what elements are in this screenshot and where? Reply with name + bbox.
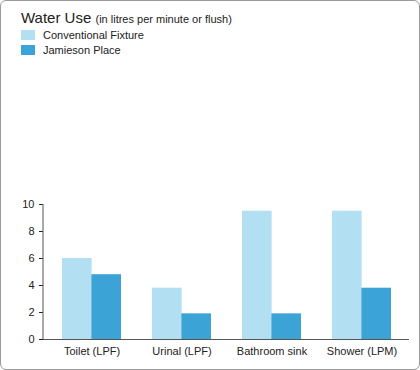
svg-text:8: 8 — [28, 225, 34, 237]
svg-text:Shower (LPM): Shower (LPM) — [327, 345, 397, 357]
svg-text:Urinal (LPF): Urinal (LPF) — [152, 345, 211, 357]
svg-text:0: 0 — [28, 333, 34, 345]
html-text:Jamieson Place: Jamieson Place — [43, 44, 121, 56]
svg-text:6: 6 — [28, 252, 34, 264]
html-text:Conventional Fixture: Conventional Fixture — [43, 29, 144, 41]
svg-text:10: 10 — [22, 198, 34, 210]
svg-text:Bathroom sink: Bathroom sink — [237, 345, 308, 357]
svg-text:Toilet (LPF): Toilet (LPF) — [64, 345, 120, 357]
svg-text:2: 2 — [28, 306, 34, 318]
html-text:Water Use (in litres per minut: Water Use (in litres per minute or flush… — [21, 9, 232, 26]
svg-text:4: 4 — [28, 279, 34, 291]
